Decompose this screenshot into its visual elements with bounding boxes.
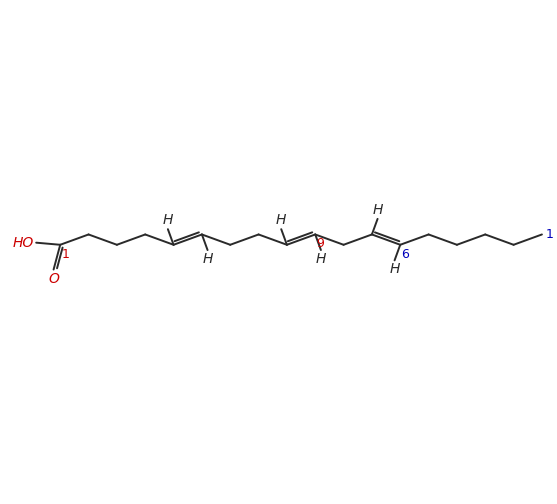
Text: H: H: [373, 203, 383, 217]
Text: H: H: [389, 262, 400, 276]
Text: H: H: [163, 213, 173, 227]
Text: H: H: [276, 213, 286, 227]
Text: HO: HO: [12, 236, 34, 249]
Text: H: H: [202, 252, 213, 266]
Text: 9: 9: [316, 237, 324, 250]
Text: 1: 1: [545, 228, 554, 241]
Text: 6: 6: [402, 248, 409, 261]
Text: H: H: [316, 252, 326, 266]
Text: O: O: [48, 272, 59, 286]
Text: 1: 1: [61, 248, 69, 261]
